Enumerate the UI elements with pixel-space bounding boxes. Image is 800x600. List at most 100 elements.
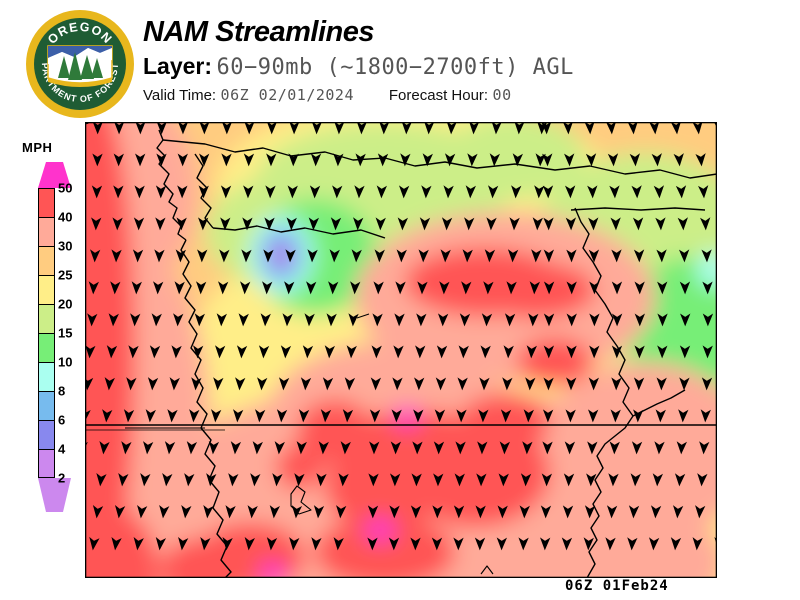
streamline-arrow [649, 122, 660, 135]
streamline-arrow [654, 441, 665, 455]
streamline-arrow [698, 185, 709, 199]
streamline-arrow [496, 537, 508, 551]
streamline-arrow [316, 473, 327, 487]
streamline-arrow [441, 217, 453, 231]
streamline-arrow [657, 345, 668, 359]
colorbar-band-4-6 [38, 420, 55, 449]
streamline-arrow [154, 249, 165, 263]
streamline-arrow [678, 409, 689, 423]
colorbar-band-30-40 [38, 217, 55, 246]
streamline-arrow [454, 473, 465, 487]
colorbar-tick-10: 10 [58, 354, 73, 370]
streamline-arrow [634, 345, 645, 359]
streamline-arrow [90, 249, 101, 263]
streamline-map[interactable] [85, 122, 717, 578]
streamline-arrow [588, 249, 600, 263]
streamline-arrow [655, 409, 666, 423]
streamline-arrow [650, 505, 662, 519]
streamline-arrow [522, 441, 533, 455]
streamline-arrow [96, 473, 107, 487]
streamline-arrow [304, 313, 315, 327]
streamline-arrow [374, 249, 385, 263]
streamline-arrow [330, 217, 342, 231]
streamline-arrow [504, 313, 516, 327]
wind-speed-field [85, 122, 717, 578]
streamline-arrow [588, 377, 599, 391]
streamline-arrow [242, 217, 253, 231]
streamline-arrow [627, 537, 638, 551]
streamline-arrow [309, 185, 321, 199]
streamline-arrow [588, 409, 599, 423]
streamline-arrow [126, 377, 137, 391]
streamline-arrow [699, 441, 710, 455]
streamline-arrow [700, 217, 711, 231]
streamline-arrow [562, 505, 574, 519]
streamline-arrow [477, 441, 488, 455]
streamline-arrow [543, 281, 555, 295]
streamline-arrow [440, 249, 451, 263]
streamline-arrow [679, 345, 691, 359]
streamline-arrow [350, 281, 361, 295]
streamline-arrow [348, 313, 359, 327]
streamline-arrow [588, 217, 599, 231]
streamline-arrow [189, 409, 200, 423]
streamline-arrow [324, 345, 336, 359]
streamline-arrow [566, 313, 577, 327]
streamline-arrow [177, 153, 188, 167]
streamline-arrow [193, 345, 204, 359]
streamline-arrow [410, 505, 422, 519]
streamline-arrow [657, 281, 668, 295]
streamline-arrow [266, 122, 278, 135]
streamline-arrow [670, 122, 682, 135]
streamline-arrow [375, 217, 386, 231]
streamline-arrow [276, 409, 288, 423]
streamline-arrow [453, 537, 464, 551]
streamline-arrow [459, 313, 471, 327]
streamline-arrow [291, 505, 303, 519]
streamline-arrow [288, 153, 299, 167]
streamline-arrow [313, 505, 325, 519]
streamline-arrow [235, 377, 246, 391]
streamline-arrow [198, 185, 209, 199]
streamline-arrow [228, 473, 239, 487]
streamline-arrow [464, 217, 475, 231]
streamline-arrow [225, 505, 236, 519]
streamline-arrow [145, 409, 156, 423]
streamline-arrow [208, 441, 220, 455]
streamline-arrow [280, 345, 292, 359]
streamline-arrow [584, 505, 596, 519]
streamline-arrow [174, 281, 185, 295]
streamline-arrow [433, 473, 444, 487]
streamline-arrow [456, 409, 467, 423]
streamline-arrow [140, 473, 151, 487]
streamline-arrow [692, 537, 703, 551]
streamline-arrow [216, 313, 227, 327]
colorbar-tick-20: 20 [58, 296, 73, 312]
streamline-arrow [243, 153, 255, 167]
streamline-arrow [422, 153, 433, 167]
streamline-arrow [702, 281, 713, 295]
streamline-arrow [701, 377, 713, 391]
streamline-arrow [151, 313, 162, 327]
streamline-arrow [532, 217, 543, 231]
streamline-arrow [236, 345, 248, 359]
streamline-arrow [542, 153, 553, 167]
page-title: NAM Streamlines [143, 16, 375, 48]
streamline-arrow [171, 345, 182, 359]
colorbar-band-6-8 [38, 391, 55, 420]
colorbar-band-20-25 [38, 275, 55, 304]
streamline-arrow [266, 153, 277, 167]
streamline-arrow [509, 217, 520, 231]
streamline-arrow [589, 345, 600, 359]
streamline-arrow [199, 153, 210, 167]
streamline-arrow [110, 281, 121, 295]
streamline-arrow [436, 345, 448, 359]
streamline-arrow [540, 537, 551, 551]
streamline-arrow [627, 122, 638, 135]
streamline-arrow [320, 409, 332, 423]
streamline-arrow [564, 185, 576, 199]
streamline-arrow [566, 377, 577, 391]
streamline-arrow [367, 537, 378, 551]
streamline-arrow [91, 217, 102, 231]
streamline-arrow [676, 441, 687, 455]
